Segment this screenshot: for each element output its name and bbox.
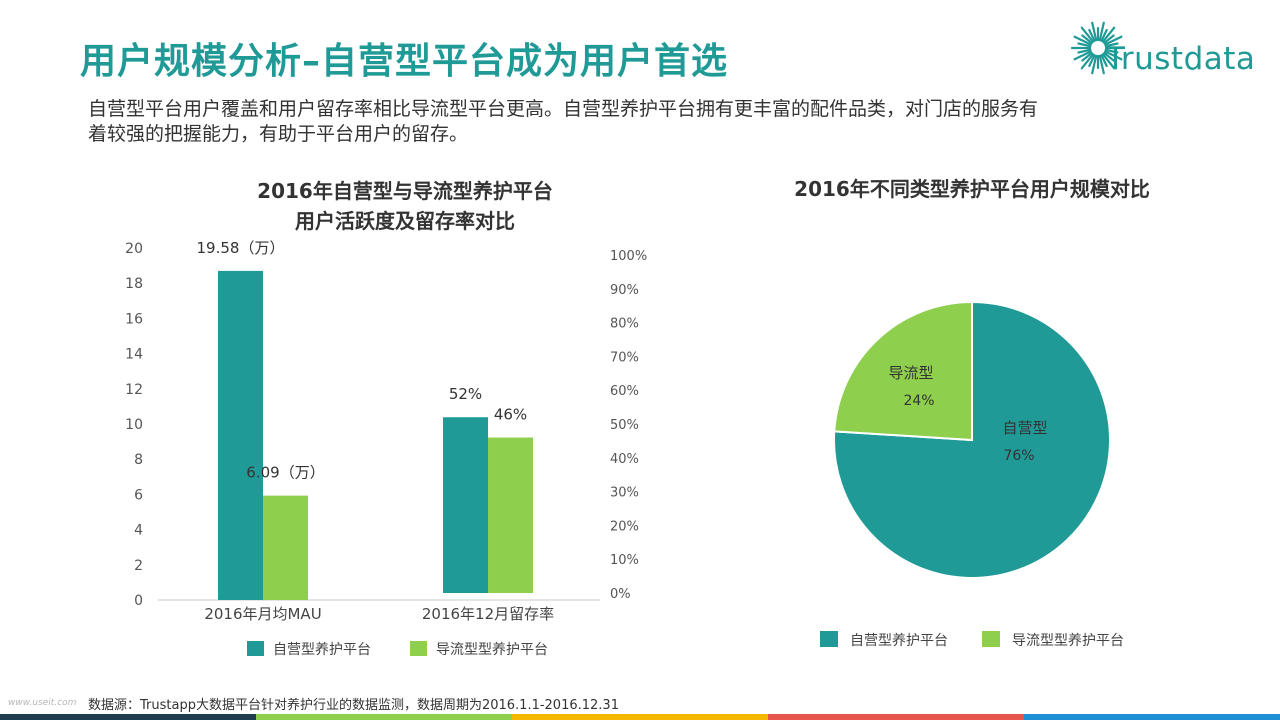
pie-slice xyxy=(833,300,1111,579)
right-axis-tick-label: 100% xyxy=(610,249,647,264)
logo-ray xyxy=(1104,50,1123,61)
logo-ray xyxy=(1104,48,1119,54)
left-axis-tick-label: 14 xyxy=(125,347,143,363)
pie-chart-title: 2016年不同类型养护平台用户规模对比 xyxy=(794,177,1150,201)
legend-label: 导流型型养护平台 xyxy=(1012,633,1124,649)
right-axis-tick-label: 60% xyxy=(610,384,639,399)
logo-ray xyxy=(1103,34,1115,45)
bar-data-label: 46% xyxy=(494,406,527,424)
watermark: www.useit.com xyxy=(8,698,77,708)
pie-slice-name-label: 导流型 xyxy=(888,364,933,382)
color-strip-segment xyxy=(256,714,512,720)
left-axis-tick-label: 0 xyxy=(134,593,143,609)
bar-chart-title: 用户活跃度及留存率对比 xyxy=(295,209,515,233)
pie-slice-value-label: 76% xyxy=(1003,448,1034,464)
logo-ray xyxy=(1077,48,1092,54)
logo-ray xyxy=(1073,35,1092,46)
logo-ray xyxy=(1103,51,1115,62)
right-axis-tick-label: 0% xyxy=(610,587,631,602)
logo-ray xyxy=(1080,26,1095,43)
color-strip-segment xyxy=(768,714,1024,720)
logo-ray xyxy=(1081,51,1093,62)
logo-ray xyxy=(1080,53,1095,70)
color-strip-segment xyxy=(1024,714,1280,720)
logo-ray xyxy=(1104,42,1119,48)
right-axis-tick-label: 70% xyxy=(610,350,639,365)
legend-label: 自营型养护平台 xyxy=(850,633,948,649)
logo-ray xyxy=(1077,42,1092,48)
right-axis-tick-label: 80% xyxy=(610,317,639,332)
logo-ray xyxy=(1100,54,1108,68)
left-axis-tick-label: 4 xyxy=(134,523,143,539)
color-strip-segment xyxy=(0,714,256,720)
logo-ray xyxy=(1081,34,1093,45)
left-axis-tick-label: 10 xyxy=(125,417,143,433)
right-axis-tick-label: 90% xyxy=(610,283,639,298)
summary-line-2: 着较强的把握能力，有助于平台用户的留存。 xyxy=(88,123,469,145)
left-axis-tick-label: 20 xyxy=(125,241,143,257)
source-note: 数据源：Trustapp大数据平台针对养护行业的数据监测，数据周期为2016.1… xyxy=(88,698,619,713)
logo-ray xyxy=(1091,21,1098,42)
pie-slice-value-label: 24% xyxy=(903,393,934,409)
category-label: 2016年月均MAU xyxy=(204,605,321,623)
logo-ray xyxy=(1088,54,1096,68)
color-strip-segment xyxy=(512,714,768,720)
bottom-color-strip xyxy=(0,714,1280,720)
right-axis-tick-label: 10% xyxy=(610,553,639,568)
left-axis-tick-label: 8 xyxy=(134,452,143,468)
summary-text: 自营型平台用户覆盖和用户留存率相比导流型平台更高。自营型养护平台拥有更丰富的配件… xyxy=(88,97,1198,147)
logo-text: Trustdata xyxy=(1106,41,1256,77)
pie-slice-name-label: 自营型 xyxy=(1002,419,1047,437)
left-axis-tick-label: 12 xyxy=(125,382,143,398)
legend-swatch xyxy=(247,641,264,656)
right-axis-tick-label: 30% xyxy=(610,486,639,501)
right-axis-tick-label: 40% xyxy=(610,452,639,467)
category-label: 2016年12月留存率 xyxy=(422,605,554,623)
pie-slice xyxy=(833,300,973,442)
logo-ray xyxy=(1088,28,1096,42)
left-axis-tick-label: 16 xyxy=(125,311,143,327)
page-title: 用户规模分析–自营型平台成为用户首选 xyxy=(80,41,729,82)
bar xyxy=(488,437,533,593)
logo-ray xyxy=(1101,53,1116,70)
bar-data-label: 6.09（万） xyxy=(246,464,324,482)
logo-ray xyxy=(1104,35,1123,46)
bar xyxy=(443,417,488,593)
bar xyxy=(263,495,308,600)
left-axis-tick-label: 2 xyxy=(134,558,143,574)
bar-chart-title: 2016年自营型与导流型养护平台 xyxy=(257,179,553,203)
legend-swatch xyxy=(982,631,1000,647)
bar-data-label: 19.58（万） xyxy=(197,239,285,257)
summary-line-1: 自营型平台用户覆盖和用户留存率相比导流型平台更高。自营型养护平台拥有更丰富的配件… xyxy=(88,98,1039,120)
logo-ray xyxy=(1098,21,1105,42)
logo-ray xyxy=(1101,26,1116,43)
logo-ray xyxy=(1100,28,1108,42)
left-axis-tick-label: 6 xyxy=(134,487,143,503)
left-axis-tick-label: 18 xyxy=(125,276,143,292)
logo-ray xyxy=(1091,54,1098,75)
legend-swatch xyxy=(410,641,427,656)
trustdata-logo-icon xyxy=(1070,21,1126,75)
bar-data-label: 52% xyxy=(449,385,482,403)
logo-ray xyxy=(1098,54,1105,75)
bar xyxy=(218,270,263,600)
legend-swatch xyxy=(820,631,838,647)
legend-label: 自营型养护平台 xyxy=(273,642,371,658)
legend-label: 导流型型养护平台 xyxy=(436,642,548,658)
logo-ray xyxy=(1073,50,1092,61)
right-axis-tick-label: 20% xyxy=(610,519,639,534)
right-axis-tick-label: 50% xyxy=(610,418,639,433)
